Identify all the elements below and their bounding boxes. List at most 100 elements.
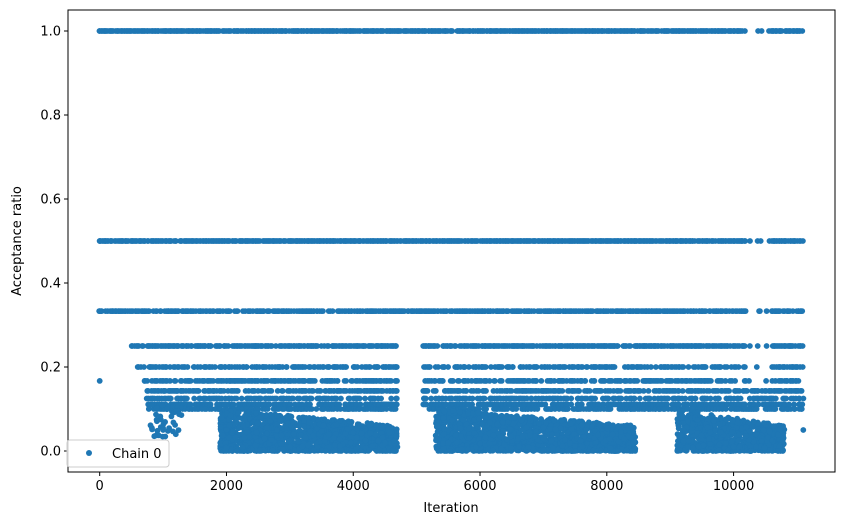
data-point xyxy=(210,378,217,384)
data-point xyxy=(343,364,349,370)
data-point xyxy=(679,388,686,394)
data-point xyxy=(172,378,179,384)
data-point xyxy=(685,364,692,370)
data-point xyxy=(726,388,732,394)
data-point xyxy=(432,378,438,384)
data-point xyxy=(424,388,431,394)
data-point xyxy=(394,378,400,384)
data-point xyxy=(783,395,790,402)
data-point xyxy=(264,406,271,412)
data-point xyxy=(317,388,324,394)
data-point xyxy=(191,395,198,402)
data-point xyxy=(378,395,384,402)
data-point xyxy=(167,395,174,402)
data-point xyxy=(388,378,394,384)
data-point xyxy=(737,395,744,402)
data-point xyxy=(722,378,729,384)
data-point xyxy=(226,308,233,314)
data-point xyxy=(800,395,807,402)
data-point xyxy=(141,364,147,370)
data-point xyxy=(483,388,489,394)
data-point xyxy=(562,364,568,370)
data-point xyxy=(167,378,173,384)
data-point xyxy=(758,28,765,34)
data-point xyxy=(747,343,753,349)
data-point xyxy=(393,343,399,349)
data-point xyxy=(463,388,470,394)
data-point xyxy=(763,308,770,314)
data-point xyxy=(302,364,308,370)
data-point xyxy=(268,343,275,349)
data-point xyxy=(591,378,598,384)
data-point xyxy=(504,406,511,412)
data-point xyxy=(716,395,722,402)
data-point xyxy=(799,364,806,370)
data-point xyxy=(732,378,738,384)
data-point xyxy=(592,395,598,402)
data-point xyxy=(742,308,749,314)
data-point xyxy=(283,364,290,370)
data-point xyxy=(393,364,400,370)
data-point xyxy=(243,364,250,370)
data-point xyxy=(268,388,275,394)
data-point xyxy=(469,395,476,402)
data-point xyxy=(611,364,618,370)
data-point xyxy=(533,364,540,370)
data-point xyxy=(753,406,760,412)
data-point xyxy=(645,388,652,394)
data-point xyxy=(354,364,361,370)
data-point xyxy=(614,343,621,349)
data-point xyxy=(184,364,191,370)
data-point xyxy=(586,388,593,394)
data-point xyxy=(140,343,146,349)
data-point xyxy=(800,238,806,244)
data-point xyxy=(221,388,227,394)
data-point xyxy=(772,395,779,402)
data-point xyxy=(735,364,742,370)
data-point xyxy=(144,378,151,384)
data-point xyxy=(313,406,320,412)
data-point xyxy=(482,364,489,370)
data-point xyxy=(481,395,488,402)
data-point xyxy=(708,378,714,384)
data-point xyxy=(314,343,321,349)
data-point xyxy=(637,395,643,402)
data-point xyxy=(568,395,575,402)
data-point xyxy=(486,378,493,384)
data-point xyxy=(757,308,763,314)
data-point xyxy=(279,388,286,394)
data-point xyxy=(308,395,315,402)
data-point xyxy=(187,378,194,384)
data-point xyxy=(184,395,190,402)
data-point xyxy=(653,364,659,370)
data-point xyxy=(157,308,164,314)
data-point xyxy=(329,308,336,314)
data-point xyxy=(266,308,273,314)
data-point xyxy=(538,378,545,384)
data-point xyxy=(717,364,724,370)
data-point xyxy=(445,364,451,370)
data-point xyxy=(217,343,224,349)
data-point xyxy=(255,388,261,394)
data-point xyxy=(763,343,770,349)
data-point xyxy=(393,388,400,394)
data-point xyxy=(173,238,179,244)
data-point xyxy=(207,343,214,349)
data-point xyxy=(601,378,608,384)
data-point xyxy=(582,378,589,384)
data-point xyxy=(492,378,498,384)
data-point xyxy=(790,308,796,314)
data-point xyxy=(375,364,381,370)
data-point xyxy=(356,395,363,402)
data-point xyxy=(795,378,802,384)
data-point xyxy=(320,308,326,314)
data-point xyxy=(757,238,764,244)
data-point xyxy=(393,395,400,402)
data-point xyxy=(559,388,566,394)
data-point xyxy=(564,406,571,412)
data-point xyxy=(744,388,750,394)
data-point xyxy=(631,395,638,402)
data-point xyxy=(742,28,748,34)
data-point xyxy=(212,364,218,370)
data-point xyxy=(799,308,806,314)
